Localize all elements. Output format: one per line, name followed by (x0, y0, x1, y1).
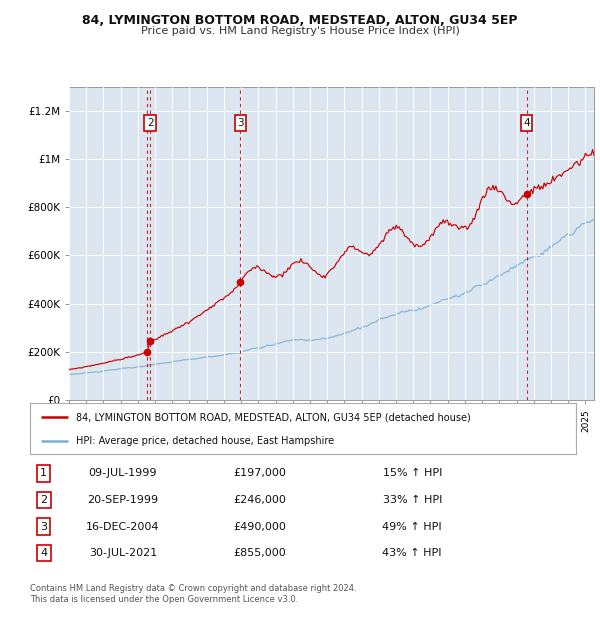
Text: 49% ↑ HPI: 49% ↑ HPI (382, 521, 442, 531)
Text: 15% ↑ HPI: 15% ↑ HPI (383, 468, 442, 478)
Text: 84, LYMINGTON BOTTOM ROAD, MEDSTEAD, ALTON, GU34 5EP: 84, LYMINGTON BOTTOM ROAD, MEDSTEAD, ALT… (82, 14, 518, 27)
Text: £490,000: £490,000 (233, 521, 286, 531)
Text: 2: 2 (147, 118, 154, 128)
Text: 3: 3 (40, 521, 47, 531)
Text: 43% ↑ HPI: 43% ↑ HPI (382, 548, 442, 558)
Text: 84, LYMINGTON BOTTOM ROAD, MEDSTEAD, ALTON, GU34 5EP (detached house): 84, LYMINGTON BOTTOM ROAD, MEDSTEAD, ALT… (76, 412, 471, 422)
Text: £855,000: £855,000 (233, 548, 286, 558)
Text: This data is licensed under the Open Government Licence v3.0.: This data is licensed under the Open Gov… (30, 595, 298, 604)
Text: 4: 4 (523, 118, 530, 128)
Text: Price paid vs. HM Land Registry's House Price Index (HPI): Price paid vs. HM Land Registry's House … (140, 26, 460, 36)
Text: 2: 2 (40, 495, 47, 505)
Text: 30-JUL-2021: 30-JUL-2021 (89, 548, 157, 558)
Text: HPI: Average price, detached house, East Hampshire: HPI: Average price, detached house, East… (76, 436, 335, 446)
Text: £246,000: £246,000 (233, 495, 286, 505)
Text: 33% ↑ HPI: 33% ↑ HPI (383, 495, 442, 505)
Text: 3: 3 (237, 118, 244, 128)
Text: 20-SEP-1999: 20-SEP-1999 (87, 495, 158, 505)
Text: 09-JUL-1999: 09-JUL-1999 (89, 468, 157, 478)
Text: £197,000: £197,000 (233, 468, 286, 478)
Text: 1: 1 (40, 468, 47, 478)
Text: 4: 4 (40, 548, 47, 558)
Text: Contains HM Land Registry data © Crown copyright and database right 2024.: Contains HM Land Registry data © Crown c… (30, 584, 356, 593)
Text: 16-DEC-2004: 16-DEC-2004 (86, 521, 160, 531)
